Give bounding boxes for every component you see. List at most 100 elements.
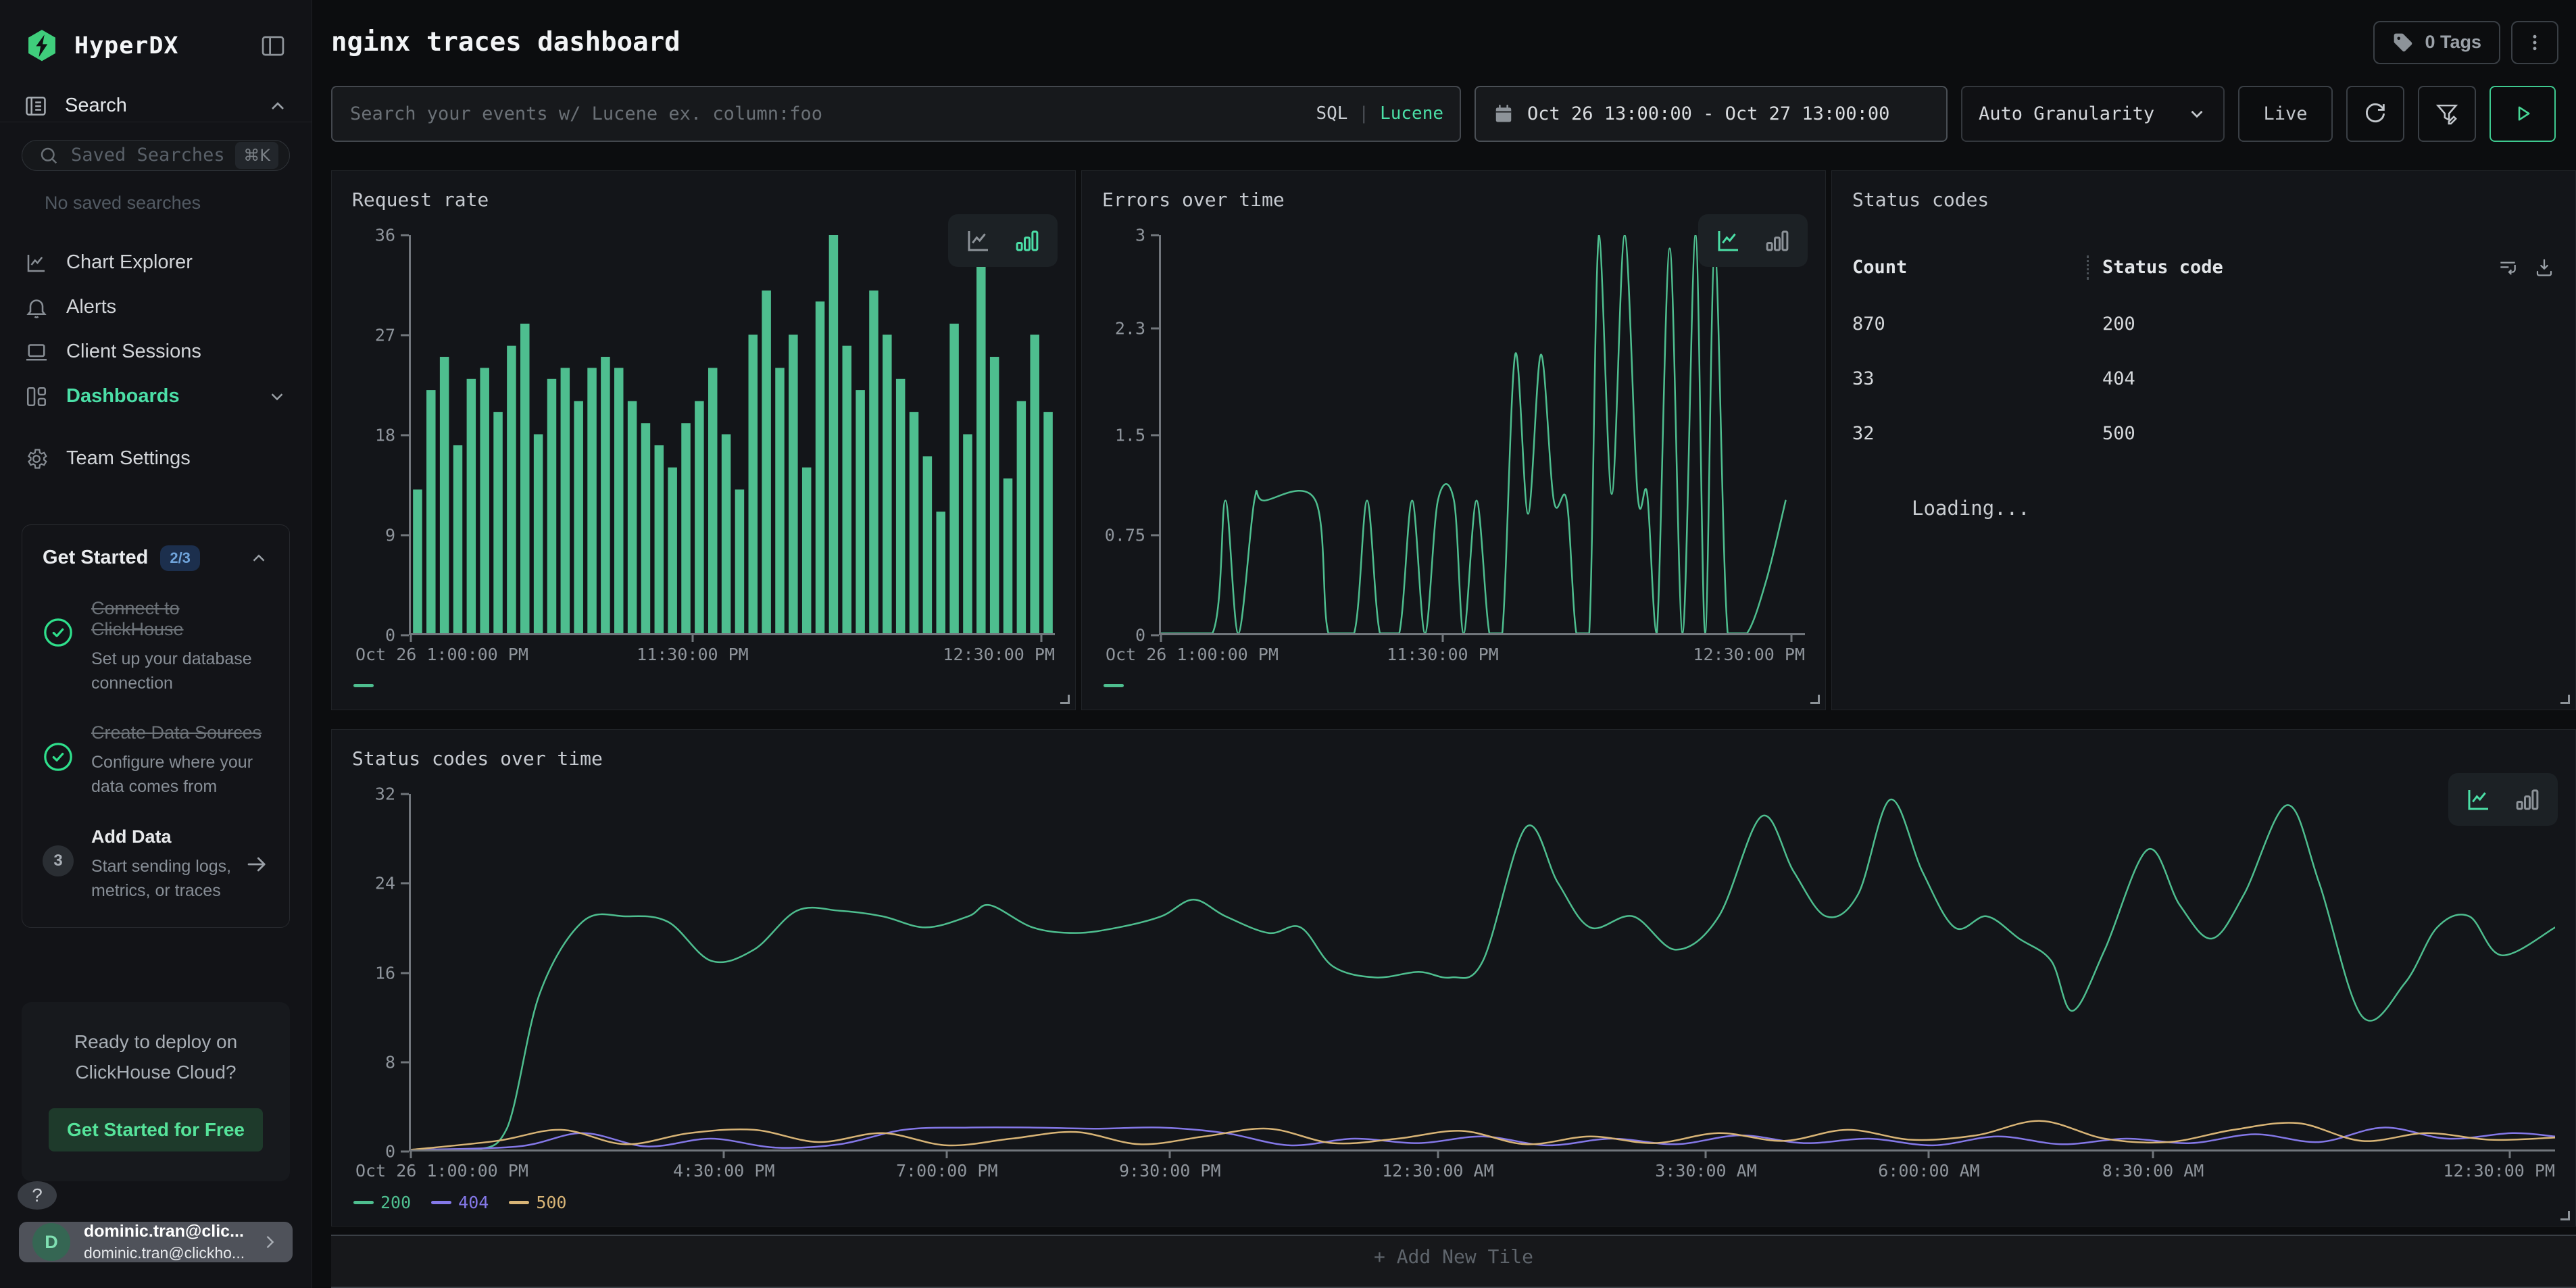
- get-started-item-connect[interactable]: Connect to ClickHouse Set up your databa…: [43, 598, 269, 696]
- x-tick-label: 12:30:00 PM: [943, 644, 1055, 664]
- sidebar-item-alerts[interactable]: Alerts: [0, 285, 312, 330]
- deploy-text-line1: Ready to deploy on: [74, 1031, 238, 1053]
- gear-icon: [24, 447, 49, 471]
- table-row[interactable]: 32 500: [1852, 422, 2135, 444]
- get-started-item-add-data[interactable]: 3 Add Data Start sending logs, metrics, …: [43, 826, 269, 903]
- deploy-text-line2: ClickHouse Cloud?: [75, 1062, 237, 1083]
- chevron-up-icon[interactable]: [267, 95, 289, 117]
- y-tick-label: 8: [385, 1052, 409, 1072]
- line-chart-icon[interactable]: [2464, 785, 2493, 814]
- page-title: nginx traces dashboard: [331, 27, 680, 58]
- chart-plot[interactable]: Oct 26 1:00:00 PM 4:30:00 PM 7:00:00 PM 9:3…: [355, 793, 2555, 1181]
- chart-plot[interactable]: Oct 26 1:00:00 PM 11:30:00 PM 12:30:00 PM: [355, 234, 1055, 664]
- x-tick-label: 9:30:00 PM: [1118, 1161, 1221, 1181]
- x-tick-mark: [1704, 1149, 1707, 1159]
- loading-indicator: Loading...: [1912, 496, 2030, 520]
- saved-searches-input[interactable]: [71, 145, 236, 166]
- tile-resize-handle[interactable]: [2560, 1211, 2570, 1221]
- get-started-item-sources[interactable]: Create Data Sources Configure where your…: [43, 722, 269, 799]
- filter-bar: SQL | Lucene Oct 26 13:00:00 - Oct 27 13…: [331, 86, 2556, 142]
- sidebar-item-client-sessions[interactable]: Client Sessions: [0, 330, 312, 374]
- legend-dash-icon: [353, 684, 374, 688]
- play-icon: [2518, 107, 2530, 121]
- tile-resize-handle[interactable]: [2560, 694, 2570, 704]
- sidebar-collapse-icon[interactable]: [257, 32, 289, 60]
- sql-toggle[interactable]: SQL: [1316, 103, 1348, 124]
- legend-item[interactable]: [1104, 684, 1131, 688]
- run-query-button[interactable]: [2490, 86, 2556, 142]
- tile-resize-handle[interactable]: [1060, 694, 1070, 704]
- refresh-button[interactable]: [2346, 86, 2404, 142]
- legend-item[interactable]: 404: [431, 1193, 489, 1212]
- sidebar-nav: Chart Explorer Alerts Client Sessions Da…: [0, 241, 312, 481]
- chevron-up-icon[interactable]: [249, 548, 269, 568]
- search-section-label: Search: [65, 95, 127, 117]
- legend-label: 500: [536, 1192, 567, 1212]
- x-tick-label: Oct 26 1:00:00 PM: [355, 644, 528, 664]
- dashboards-icon: [24, 385, 49, 409]
- filter-button[interactable]: [2418, 86, 2476, 142]
- y-tick-label: 0: [1135, 625, 1159, 645]
- x-tick-mark: [410, 1149, 412, 1159]
- bar-chart-icon[interactable]: [1763, 226, 1791, 255]
- query-language-toggle: SQL | Lucene: [1316, 86, 1443, 141]
- lucene-toggle[interactable]: Lucene: [1380, 103, 1443, 124]
- date-range-picker[interactable]: Oct 26 13:00:00 - Oct 27 13:00:00: [1475, 86, 1948, 142]
- avatar: D: [32, 1223, 70, 1262]
- legend-item[interactable]: 200: [353, 1193, 411, 1212]
- bar-chart-icon[interactable]: [2513, 785, 2542, 814]
- chart-legend: [1102, 673, 1805, 699]
- chart-type-toggle: [948, 214, 1058, 267]
- y-tick-label: 32: [375, 784, 409, 803]
- saved-searches-box: ⌘K: [22, 139, 290, 171]
- x-tick-mark: [691, 633, 694, 642]
- bar-chart-icon[interactable]: [1013, 226, 1041, 255]
- sort-rows-icon[interactable]: [2497, 257, 2519, 278]
- search-icon: [39, 145, 59, 166]
- x-tick-label: 12:30:00 AM: [1382, 1161, 1494, 1181]
- chart-type-toggle: [1698, 214, 1808, 267]
- x-tick-mark: [1927, 1149, 1930, 1159]
- x-tick-mark: [2152, 1149, 2154, 1159]
- sidebar-section-search[interactable]: Search: [0, 91, 312, 122]
- x-tick-label: 11:30:00 PM: [637, 644, 749, 664]
- date-range-value: Oct 26 13:00:00 - Oct 27 13:00:00: [1527, 103, 1890, 124]
- table-row[interactable]: 870 200: [1852, 313, 2135, 335]
- x-tick-mark: [1160, 633, 1162, 642]
- tile-resize-handle[interactable]: [1810, 694, 1820, 704]
- y-tick-label: 0: [385, 1142, 409, 1162]
- user-menu[interactable]: D dominic.tran@clic... dominic.tran@clic…: [19, 1222, 293, 1263]
- y-axis: 3 2.3 1.5 0.75 0: [1102, 225, 1159, 645]
- y-tick-label: 3: [1135, 225, 1159, 245]
- line-chart-icon[interactable]: [1714, 226, 1743, 255]
- chart-plot[interactable]: Oct 26 1:00:00 PM 11:30:00 PM 12:30:00 PM: [1106, 234, 1805, 664]
- line-chart-icon: [24, 251, 49, 275]
- add-new-tile-button[interactable]: + Add New Tile: [331, 1235, 2576, 1288]
- x-tick-label: Oct 26 1:00:00 PM: [355, 1161, 528, 1181]
- table-row[interactable]: 33 404: [1852, 368, 2135, 389]
- arrow-right-icon[interactable]: [245, 852, 269, 876]
- event-search-input[interactable]: [331, 86, 1461, 142]
- get-started-card: Get Started 2/3 Connect to ClickHouse Se…: [22, 524, 290, 928]
- live-button[interactable]: Live: [2238, 86, 2333, 142]
- dashboard-menu-button[interactable]: [2511, 20, 2558, 64]
- granularity-select[interactable]: Auto Granularity: [1961, 86, 2225, 142]
- get-started-free-button[interactable]: Get Started for Free: [49, 1108, 263, 1151]
- legend-item[interactable]: 500: [509, 1193, 566, 1212]
- bar-chart-canvas: [413, 234, 1053, 633]
- x-tick-label: 6:00:00 AM: [1878, 1161, 1980, 1181]
- line-chart-icon[interactable]: [964, 226, 993, 255]
- help-button[interactable]: ?: [18, 1181, 57, 1210]
- x-tick-label: 4:30:00 PM: [672, 1161, 775, 1181]
- dashboard-row-2: Status codes over time 32 24 16 8 0 Oct 26 1…: [331, 728, 2576, 1227]
- sidebar-item-team-settings[interactable]: Team Settings: [0, 437, 312, 481]
- tags-button[interactable]: 0 Tags: [2373, 20, 2500, 64]
- download-icon[interactable]: [2533, 257, 2555, 278]
- sidebar-item-dashboards[interactable]: Dashboards: [0, 374, 312, 419]
- dashboard-header: nginx traces dashboard 0 Tags: [331, 0, 2576, 84]
- line-chart-canvas: [1161, 235, 1805, 633]
- event-search-box: SQL | Lucene: [331, 86, 1461, 142]
- chevron-down-icon[interactable]: [267, 387, 287, 407]
- legend-item[interactable]: [353, 684, 380, 688]
- sidebar-item-chart-explorer[interactable]: Chart Explorer: [0, 241, 312, 285]
